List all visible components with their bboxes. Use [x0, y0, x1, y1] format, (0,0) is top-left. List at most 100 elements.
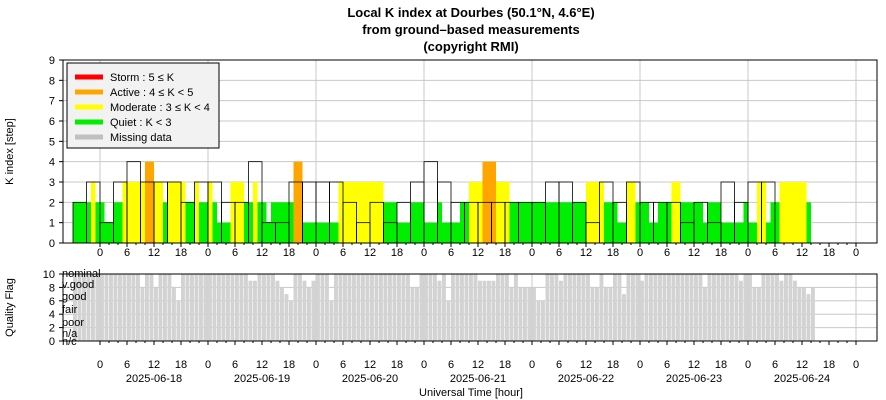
quality-bar — [766, 274, 770, 341]
quality-bar — [595, 287, 599, 341]
legend-label: Active : 4 ≤ K < 5 — [110, 87, 193, 99]
k-hourly-bar — [725, 222, 730, 243]
quality-bar — [266, 274, 271, 341]
k-hourly-bar — [293, 161, 298, 243]
quality-bar — [365, 274, 370, 341]
q-x-tick-label: 6 — [448, 359, 454, 371]
quality-bar — [149, 274, 154, 341]
quality-bar — [302, 280, 307, 341]
quality-bar — [109, 274, 113, 341]
k-hourly-bar — [649, 222, 654, 243]
k-hourly-bar — [401, 222, 406, 243]
quality-bar — [325, 274, 329, 341]
k-x-tick-label: 6 — [340, 247, 346, 259]
k-hourly-bar — [230, 182, 235, 243]
quality-bar — [586, 274, 590, 341]
quality-bar — [217, 274, 221, 341]
legend: Storm : 5 ≤ K Active : 4 ≤ K < 5 Moderate … — [66, 62, 220, 149]
k-hourly-bar — [527, 202, 532, 243]
quality-bar — [392, 274, 397, 341]
q-x-tick-label: 0 — [313, 359, 319, 371]
quality-level-label: poor — [62, 317, 84, 329]
quality-bar — [248, 280, 253, 341]
quality-bar — [640, 280, 644, 341]
quality-bar — [176, 300, 181, 341]
quality-bar — [460, 274, 464, 341]
quality-bar — [118, 274, 122, 341]
quality-bar — [329, 300, 334, 341]
k-hourly-bar — [266, 222, 271, 243]
quality-bar — [212, 274, 217, 341]
quality-bar — [401, 274, 406, 341]
quality-bar — [257, 274, 262, 341]
quality-bar — [410, 287, 415, 341]
quality-bar — [82, 274, 86, 341]
k-x-tick-label: 12 — [688, 247, 700, 259]
k-hourly-bar — [469, 182, 474, 243]
quality-bar — [757, 287, 761, 341]
quality-bar — [194, 274, 199, 341]
k-hourly-bar — [631, 182, 636, 243]
quality-bar — [577, 274, 581, 341]
q-x-tick-label: 12 — [256, 359, 268, 371]
k-x-tick-label: 18 — [823, 247, 835, 259]
k-hourly-bar — [608, 202, 613, 243]
quality-bar — [739, 280, 743, 341]
quality-bar — [590, 287, 595, 341]
quality-bar — [235, 274, 239, 341]
quality-bar — [374, 274, 379, 341]
quality-bar — [608, 287, 613, 341]
quality-level-label: good — [62, 291, 86, 303]
quality-bar — [613, 274, 617, 341]
quality-bar — [158, 274, 163, 341]
quality-bar — [230, 274, 235, 341]
quality-bar — [455, 274, 460, 341]
quality-bar — [473, 274, 478, 341]
k-hourly-bar — [509, 202, 514, 243]
k-hourly-bar — [145, 161, 150, 243]
quality-bar — [491, 280, 496, 341]
k-hourly-bar — [473, 182, 478, 243]
k-hourly-bar — [86, 202, 91, 243]
k-hourly-bar — [496, 182, 501, 243]
quality-bar — [311, 280, 316, 341]
k-x-tick-label: 12 — [148, 247, 160, 259]
quality-bar — [185, 274, 190, 341]
k-y-axis-label: K index [step] — [4, 118, 16, 185]
k-hourly-bar — [451, 222, 456, 243]
k-hourly-bar — [748, 222, 753, 243]
quality-bar — [617, 274, 622, 341]
k-hourly-bar — [644, 202, 649, 243]
quality-bar — [91, 274, 95, 341]
k-hourly-bar — [118, 202, 123, 243]
q-x-tick-label: 12 — [364, 359, 376, 371]
quality-bar — [703, 287, 707, 341]
q-y-tick-label: 2 — [49, 323, 55, 335]
k-hourly-bar — [770, 202, 775, 243]
q-x-tick-label: 0 — [745, 359, 751, 371]
quality-bar — [559, 280, 563, 341]
quality-bar — [316, 274, 320, 341]
k-hourly-bar — [671, 182, 676, 243]
k-hourly-bar — [541, 202, 546, 243]
k-hourly-bar — [604, 202, 609, 243]
q-x-tick-label: 6 — [124, 359, 130, 371]
quality-bar — [631, 274, 635, 341]
k-y-tick-label: 2 — [49, 197, 55, 209]
k-x-tick-label: 18 — [175, 247, 187, 259]
quality-bar — [433, 274, 437, 341]
q-x-tick-label: 18 — [715, 359, 727, 371]
quality-bar — [451, 274, 455, 341]
quality-bar — [437, 280, 442, 341]
k-hourly-bar — [248, 202, 253, 243]
quality-bar — [496, 274, 500, 341]
quality-bar — [406, 274, 410, 341]
quality-bar — [698, 274, 703, 341]
date-label: 2025-06-21 — [450, 373, 506, 385]
quality-bar — [464, 274, 469, 341]
quality-bar — [280, 287, 284, 341]
quality-bar — [383, 274, 388, 341]
quality-bar — [653, 274, 658, 341]
k-hourly-bar — [761, 182, 766, 243]
k-hourly-bar — [613, 202, 618, 243]
